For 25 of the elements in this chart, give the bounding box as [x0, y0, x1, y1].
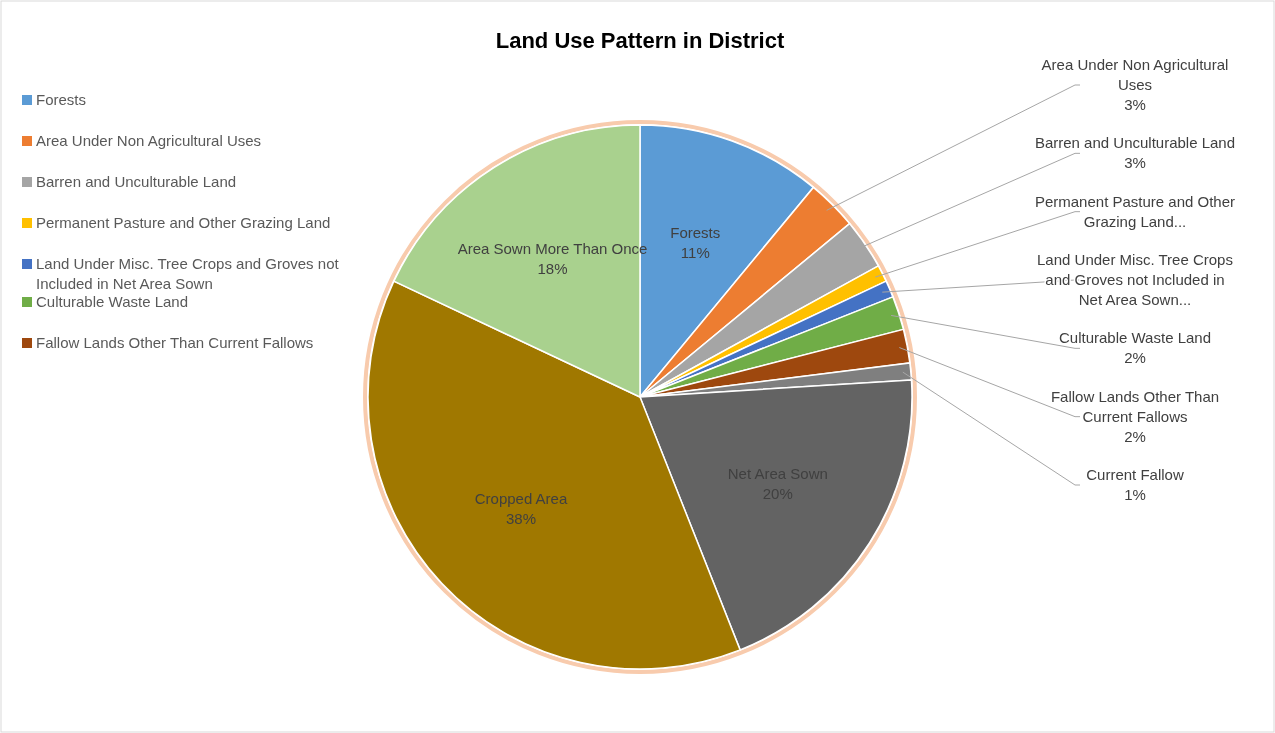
legend-label: Barren and Unculturable Land [36, 173, 237, 190]
data-label: 1% [1124, 486, 1146, 503]
legend-label: Land Under Misc. Tree Crops and Groves not Included in Net Area Sown [36, 255, 340, 292]
legend-label: Area Under Non Agricultural Uses [36, 132, 262, 149]
legend-label: Fallow Lands Other Than Current Fallows [36, 334, 314, 351]
data-label: 18% [537, 260, 568, 278]
slice-label: Forests [670, 224, 721, 242]
data-label: 3% [1124, 154, 1146, 172]
data-label: 2% [1124, 427, 1146, 445]
slice-label: Culturable Waste Land [1058, 329, 1212, 347]
data-label: 3% [1124, 96, 1146, 113]
data-label: 11% [680, 244, 710, 262]
data-label: 38% [506, 509, 537, 527]
slice-label: Area Under Non Agricultural Uses [1041, 56, 1229, 93]
data-label: 2% [1124, 349, 1146, 367]
chart-title: Land Use Pattern in District [495, 28, 785, 53]
slice-label: Cropped Area [474, 489, 568, 507]
slice-label: Current Fallow [1086, 466, 1184, 483]
slice-label: Barren and Unculturable Land [1034, 134, 1236, 152]
legend-label: Permanent Pasture and Other Grazing Land [36, 214, 331, 231]
legend-label: Culturable Waste Land [36, 293, 189, 310]
legend-label: Forests [36, 91, 87, 108]
category-label: Permanent Pasture and Other Grazing Land... [1034, 192, 1236, 230]
category-label: Land Under Misc. Tree Crops and Groves not Included in Net Area Sown... [1037, 251, 1233, 308]
slice-label: Fallow Lands Other Than Current Fallows [1050, 387, 1220, 425]
